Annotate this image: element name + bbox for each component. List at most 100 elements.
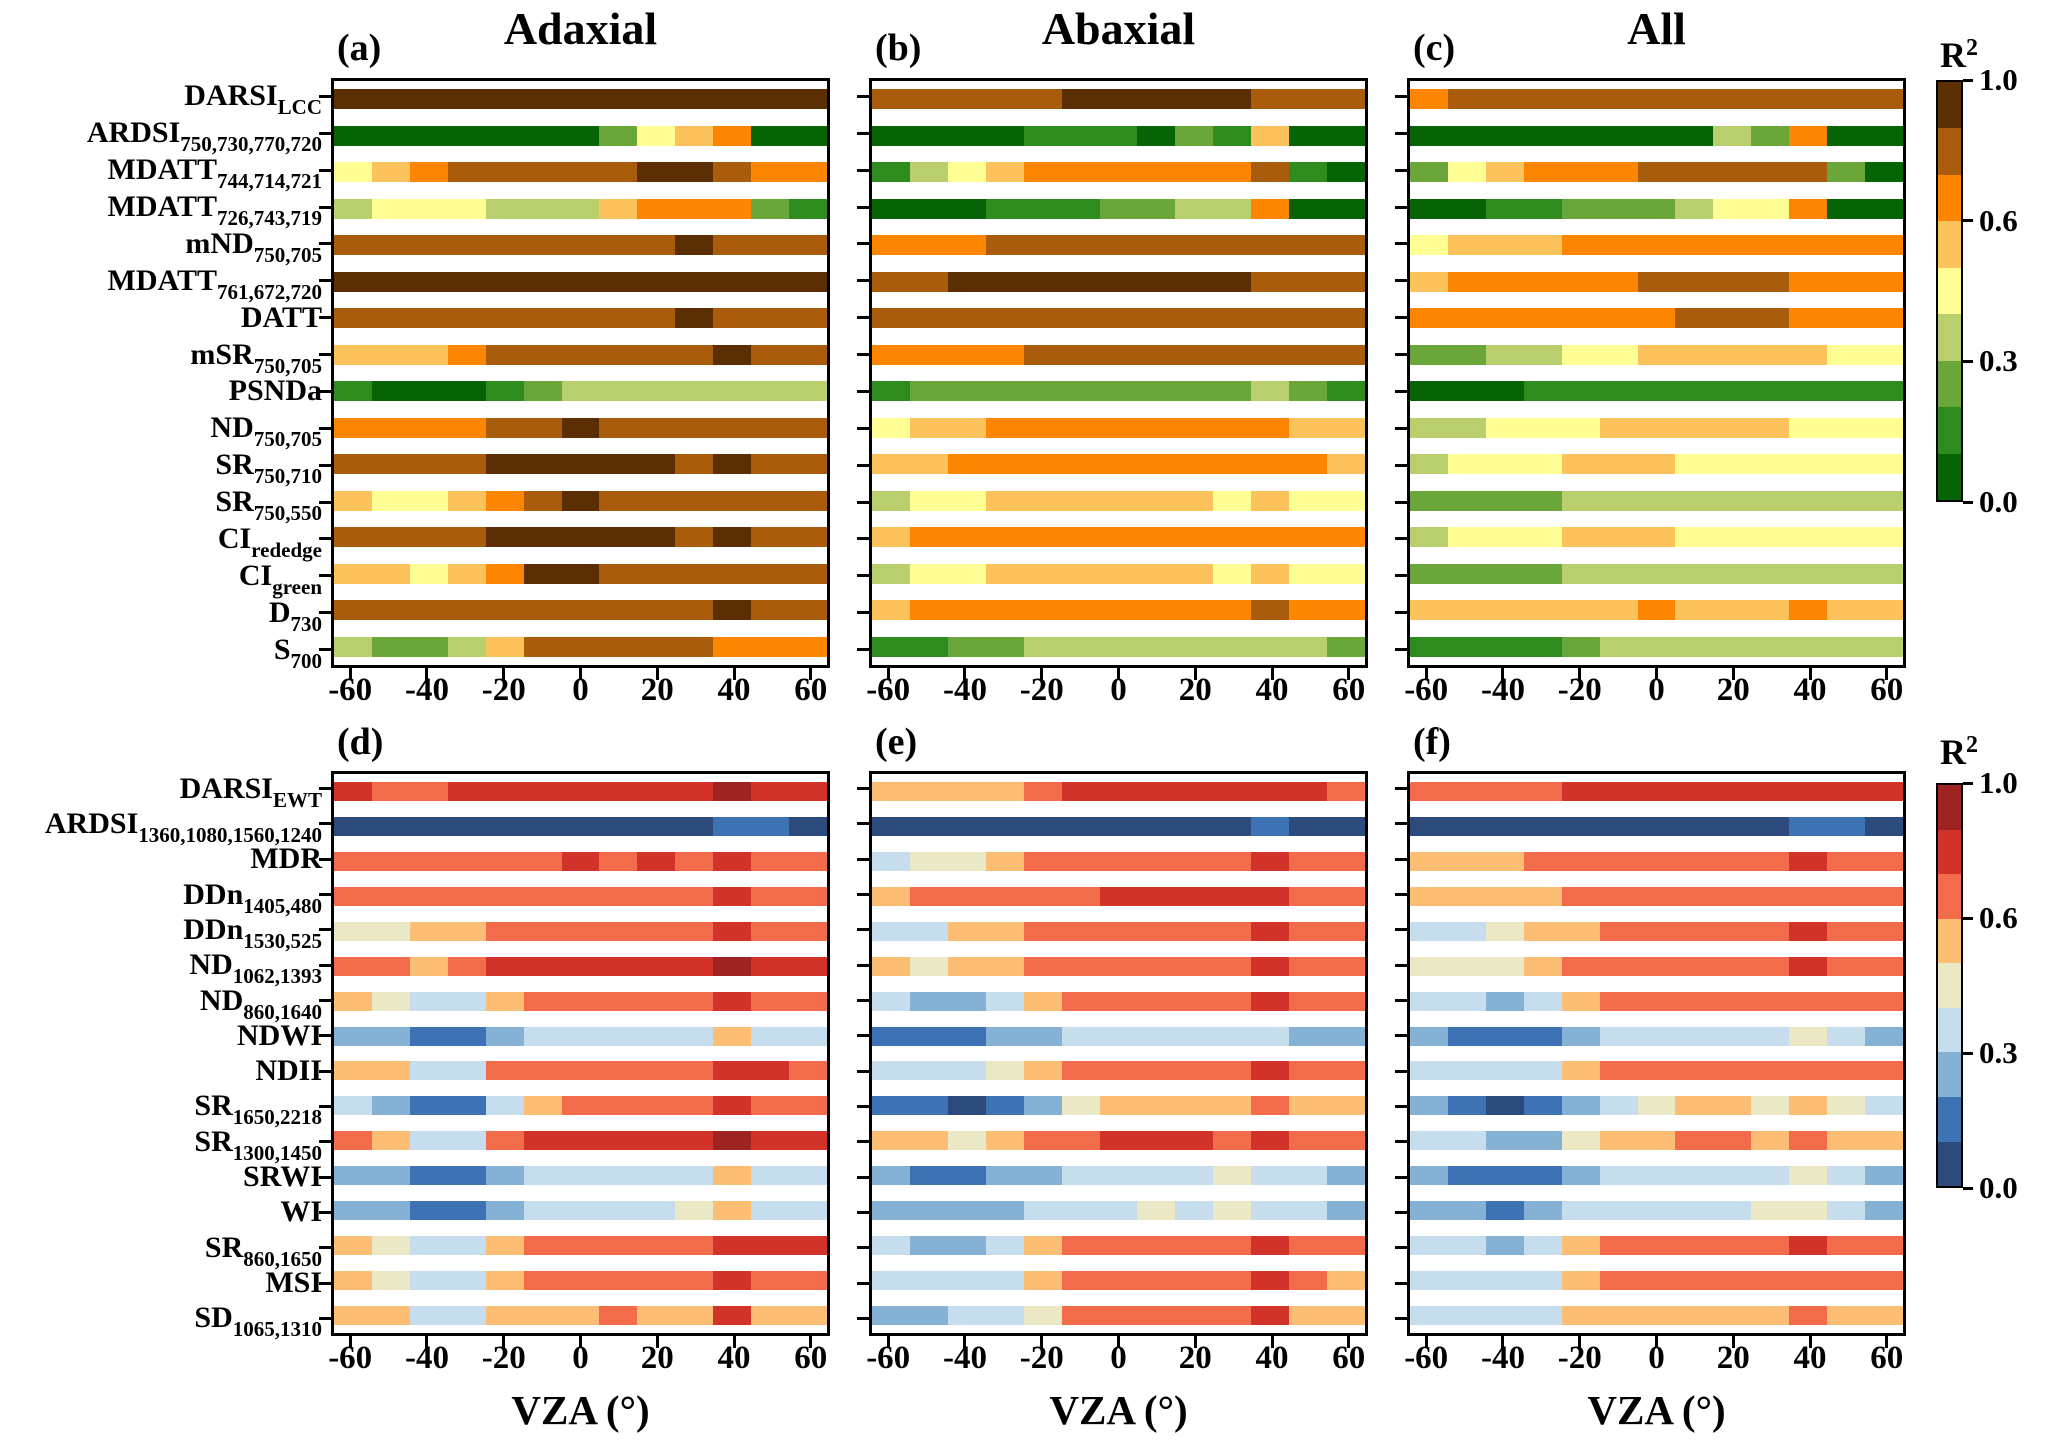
heatmap-cell <box>947 381 986 402</box>
heatmap-cell <box>1637 991 1676 1011</box>
heatmap-cell <box>1327 1236 1365 1256</box>
x-axis-tick <box>502 668 506 680</box>
heatmap-cell <box>1099 1096 1138 1116</box>
heatmap-cell <box>409 308 448 329</box>
heatmap-cell <box>447 198 486 219</box>
heatmap-row-bar <box>1410 125 1903 146</box>
heatmap-row-bar <box>872 781 1365 801</box>
heatmap-row-bar <box>1410 886 1903 906</box>
heatmap-cell <box>1061 636 1100 657</box>
heatmap-row-bar <box>872 1131 1365 1151</box>
heatmap-row-bar <box>1410 381 1903 402</box>
heatmap-cell <box>1713 1201 1752 1221</box>
heatmap-cell <box>1251 1166 1290 1186</box>
colorbar-segment <box>1938 918 1961 964</box>
heatmap-cell <box>599 956 638 976</box>
heatmap-cell <box>985 1026 1024 1046</box>
y-axis-tick <box>857 1246 869 1250</box>
heatmap-cell <box>637 1131 676 1151</box>
heatmap-cell <box>985 490 1024 511</box>
heatmap-row <box>872 154 1365 191</box>
heatmap-cell <box>1751 1026 1790 1046</box>
y-axis-tick <box>1395 1104 1407 1108</box>
heatmap-cell <box>789 1026 827 1046</box>
x-tick-label: -20 <box>1019 672 1064 708</box>
heatmap-cell <box>1751 381 1790 402</box>
heatmap-cell <box>1410 1271 1448 1291</box>
heatmap-cell <box>1561 454 1600 475</box>
heatmap-cell <box>1865 1201 1903 1221</box>
heatmap-cell <box>985 454 1024 475</box>
heatmap-row-bar <box>334 125 827 146</box>
heatmap-cell <box>1561 271 1600 292</box>
heatmap-cell <box>1865 198 1903 219</box>
heatmap-cell <box>1865 816 1903 836</box>
heatmap-row <box>334 264 827 301</box>
x-axis-tick <box>1270 668 1274 680</box>
y-axis-tick <box>319 500 331 504</box>
heatmap-cell <box>909 1131 948 1151</box>
heatmap-cell <box>1789 490 1828 511</box>
heatmap-cell <box>675 781 714 801</box>
heatmap-cell <box>909 527 948 548</box>
heatmap-cell <box>947 235 986 256</box>
heatmap-cell <box>1175 1096 1214 1116</box>
row-label-subscript: 700 <box>290 648 323 673</box>
y-axis-tick <box>319 131 331 135</box>
row-label-subscript: 750,705 <box>253 427 322 452</box>
heatmap-cell <box>1251 381 1290 402</box>
heatmap-row-bar <box>1410 781 1903 801</box>
y-axis-tick <box>857 537 869 541</box>
heatmap-cell <box>1447 956 1486 976</box>
x-axis-tick <box>1885 1336 1889 1348</box>
heatmap-panel-f <box>1407 771 1906 1336</box>
heatmap-cell <box>1827 851 1866 871</box>
heatmap-cell <box>1327 198 1365 219</box>
heatmap-cell <box>1327 271 1365 292</box>
heatmap-cell <box>675 454 714 475</box>
heatmap-row-bar <box>1410 600 1903 621</box>
heatmap-cell <box>1599 851 1638 871</box>
heatmap-cell <box>599 921 638 941</box>
heatmap-cell <box>1023 308 1062 329</box>
heatmap-cell <box>1213 1271 1252 1291</box>
colorbar-tick <box>1963 500 1973 504</box>
heatmap-cell <box>1289 271 1328 292</box>
heatmap-cell <box>561 308 600 329</box>
heatmap-cell <box>947 417 986 438</box>
heatmap-cell <box>947 1096 986 1116</box>
heatmap-cell <box>1175 271 1214 292</box>
heatmap-cell <box>1327 636 1365 657</box>
heatmap-cell <box>1789 1201 1828 1221</box>
heatmap-cell <box>789 563 827 584</box>
heatmap-cell <box>1137 162 1176 183</box>
heatmap-cell <box>789 816 827 836</box>
heatmap-cell <box>1789 271 1828 292</box>
heatmap-cell <box>789 1271 827 1291</box>
heatmap-cell <box>485 198 524 219</box>
heatmap-row-bar <box>334 563 827 584</box>
y-axis-tick <box>1395 1246 1407 1250</box>
heatmap-cell <box>1137 198 1176 219</box>
heatmap-cell <box>909 1236 948 1256</box>
heatmap-cell <box>485 344 524 365</box>
heatmap-cell <box>371 308 410 329</box>
heatmap-cell <box>334 956 372 976</box>
heatmap-cell <box>1751 636 1790 657</box>
heatmap-cell <box>1485 198 1524 219</box>
heatmap-cell <box>1175 1236 1214 1256</box>
heatmap-cell <box>447 454 486 475</box>
heatmap-cell <box>1865 308 1903 329</box>
heatmap-cell <box>1023 490 1062 511</box>
heatmap-row-bar <box>1410 344 1903 365</box>
y-axis-tick <box>857 1316 869 1320</box>
heatmap-cell <box>675 271 714 292</box>
x-tick-label: 20 <box>1178 672 1212 708</box>
heatmap-row-bar <box>334 344 827 365</box>
heatmap-cell <box>1410 1026 1448 1046</box>
x-tick-label: 0 <box>1110 672 1127 708</box>
heatmap-cell <box>334 921 372 941</box>
heatmap-cell <box>1599 921 1638 941</box>
heatmap-cell <box>1213 454 1252 475</box>
heatmap-cell <box>872 162 910 183</box>
